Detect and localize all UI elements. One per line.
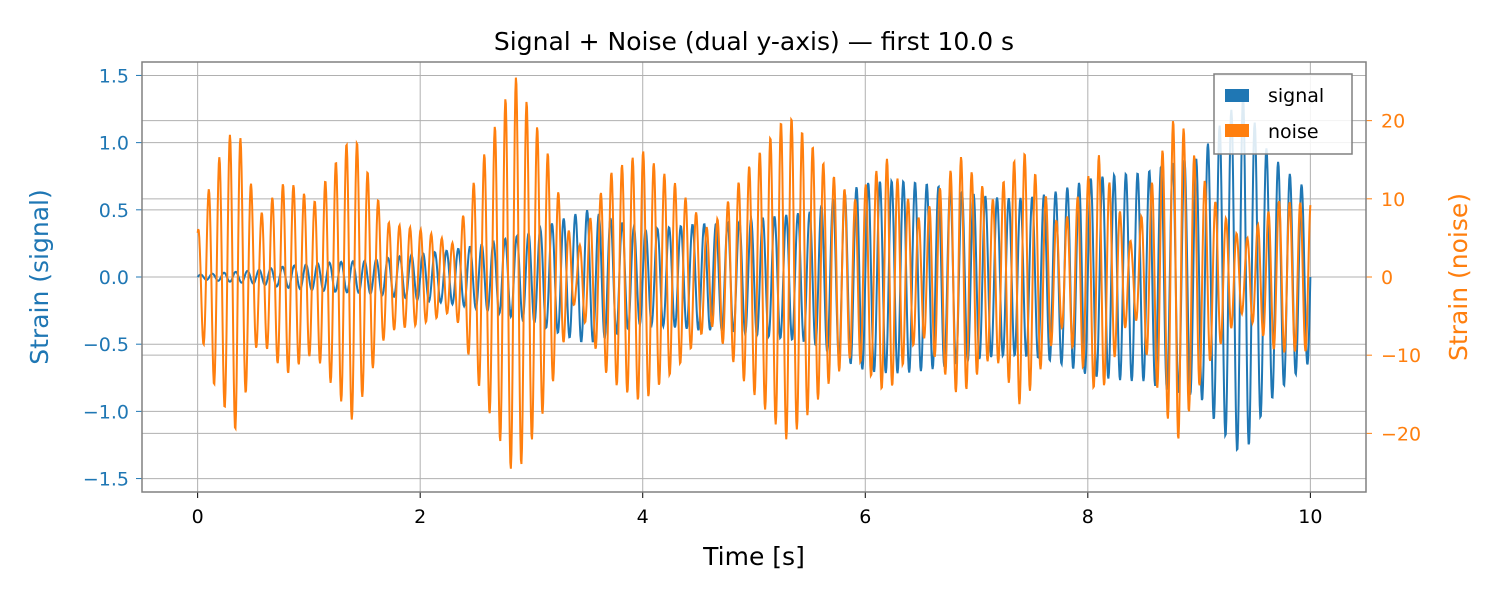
y-left-tick-label: −1.0 — [83, 401, 129, 423]
x-tick-label: 0 — [192, 506, 204, 528]
x-tick-label: 6 — [859, 506, 871, 528]
signal-series-line — [196, 96, 1312, 452]
x-tick-label: 10 — [1298, 506, 1322, 528]
series-layer — [196, 77, 1312, 469]
y-right-tick-label: 20 — [1381, 111, 1405, 133]
x-tick-label: 4 — [637, 506, 649, 528]
y-right-tick-label: 10 — [1381, 189, 1405, 211]
noise-series-line — [196, 77, 1312, 469]
chart-title: Signal + Noise (dual y-axis) — first 10.… — [494, 27, 1014, 56]
y-left-tick-label: −0.5 — [83, 334, 129, 356]
x-tick-label: 2 — [414, 506, 426, 528]
y-right-tick-label: −20 — [1381, 423, 1421, 445]
ticks: 0 2 4 6 8 10 −1.5 −1.0 −0.5 0.0 0.5 1.0 1.5 −20 −10 0 10… — [83, 65, 1421, 528]
y-left-tick-label: 0.5 — [99, 200, 129, 222]
y-left-tick-label: −1.5 — [83, 469, 129, 491]
y-axis-right-title: Strain (noise) — [1444, 193, 1473, 361]
y-left-tick-label: 0.0 — [99, 267, 129, 289]
x-tick-label: 8 — [1082, 506, 1094, 528]
y-right-tick-label: 0 — [1381, 267, 1393, 289]
legend-signal-label: signal — [1268, 85, 1324, 107]
plot-frame — [141, 61, 1367, 493]
y-left-tick-label: 1.0 — [99, 133, 129, 155]
legend: signal noise — [1213, 73, 1353, 155]
legend-noise-swatch — [1225, 124, 1249, 137]
y-right-tick-label: −10 — [1381, 345, 1421, 367]
legend-noise-label: noise — [1268, 121, 1319, 143]
y-axis-left-title: Strain (signal) — [25, 189, 54, 364]
legend-signal-swatch — [1225, 89, 1249, 102]
x-axis-title: Time [s] — [702, 542, 805, 571]
legend-box — [1213, 73, 1353, 155]
y-left-tick-label: 1.5 — [99, 65, 129, 87]
